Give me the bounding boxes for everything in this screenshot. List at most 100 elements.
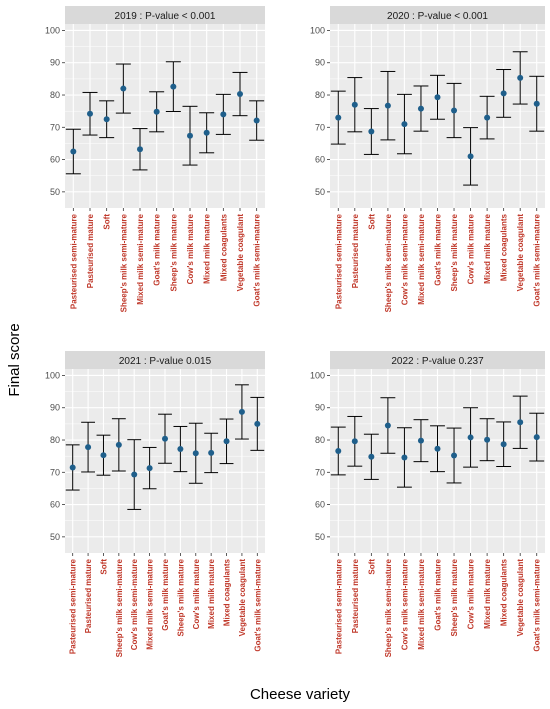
strip-title: 2020 : P-value < 0.001 [387, 11, 488, 22]
x-tick-label: Cow's milk mature [192, 558, 201, 629]
data-point [484, 436, 491, 443]
panel-2: 2020 : P-value < 0.001 50 60 70 80 90 100 Paste… [310, 6, 545, 312]
y-tick-label: 60 [50, 155, 60, 165]
x-tick-label: Goat's milk mature [434, 558, 443, 630]
data-point [115, 441, 122, 448]
x-tick-label: Mixed milk semi-mature [136, 213, 145, 304]
y-tick-label: 50 [315, 187, 325, 197]
strip-title: 2022 : P-value 0.237 [391, 356, 484, 367]
data-point [146, 465, 153, 472]
data-point [170, 83, 177, 90]
data-point [70, 148, 77, 155]
x-tick-label: Sheep's milk semi-mature [384, 558, 393, 657]
x-tick-label: Sheep's milk mature [176, 558, 185, 636]
panel-4: 2022 : P-value 0.237 50 60 70 80 90 100 Pasteur… [310, 351, 545, 657]
data-point [254, 420, 261, 427]
data-point [533, 434, 540, 441]
x-tick-label: Cow's milk semi-mature [400, 558, 409, 650]
x-tick-label: Mixed milk mature [483, 558, 492, 628]
x-tick-label: Cow's milk semi-mature [400, 213, 409, 305]
data-point [417, 105, 424, 112]
x-tick-label: Mixed coagulants [219, 213, 228, 281]
data-point [253, 117, 260, 124]
data-point [533, 100, 540, 107]
data-point [451, 452, 458, 459]
y-tick-label: 50 [50, 187, 60, 197]
strip-bg [65, 6, 265, 24]
y-tick-label: 50 [50, 532, 60, 542]
panel-1: 2019 : P-value < 0.001 50 60 70 80 90 100 Paste… [45, 6, 265, 312]
y-tick-label: 80 [50, 435, 60, 445]
x-tick-label: Goat's milk semi-mature [253, 213, 262, 306]
data-point [401, 121, 408, 128]
x-tick-label: Cow's milk semi-mature [130, 558, 139, 650]
data-point [120, 85, 127, 92]
data-point [187, 132, 193, 139]
data-point [467, 153, 474, 160]
data-point [517, 74, 524, 81]
y-tick-label: 60 [315, 500, 325, 510]
data-point [100, 452, 107, 459]
strip-bg [330, 6, 545, 24]
x-tick-label: Goat's milk mature [153, 213, 162, 285]
data-point [87, 110, 93, 117]
y-tick-label: 80 [315, 90, 325, 100]
data-point [368, 453, 375, 460]
y-tick-label: 100 [45, 25, 60, 35]
data-point [401, 454, 408, 461]
x-tick-label: Soft [367, 214, 376, 230]
y-tick-label: 70 [315, 467, 325, 477]
data-point [203, 129, 210, 136]
y-tick-label: 90 [50, 403, 60, 413]
data-point [517, 419, 524, 426]
x-tick-label: Pasteurised semi-mature [334, 558, 343, 654]
x-tick-label: Pasteurised semi-mature [334, 213, 343, 309]
x-tick-label: Mixed milk mature [483, 213, 492, 283]
y-tick-label: 80 [50, 90, 60, 100]
data-point [177, 446, 184, 453]
y-tick-label: 100 [310, 25, 325, 35]
x-tick-label: Vegetable coagulant [238, 559, 247, 637]
data-point [153, 108, 160, 115]
y-tick-label: 100 [45, 370, 60, 380]
panel-3: 2021 : P-value 0.015 50 60 70 80 90 100 Pasteur… [45, 351, 265, 657]
data-point [467, 434, 474, 441]
data-point [237, 91, 243, 98]
x-tick-label: Cow's milk mature [186, 213, 195, 284]
x-tick-label: Sheep's milk semi-mature [115, 558, 124, 657]
data-point [451, 107, 458, 114]
x-tick-label: Pasteurised mature [84, 558, 93, 633]
x-tick-label: Soft [103, 214, 112, 230]
x-tick-label: Mixed milk mature [203, 213, 212, 283]
strip-title: 2021 : P-value 0.015 [119, 356, 212, 367]
x-tick-label: Goat's milk mature [434, 213, 443, 285]
strip-bg [330, 351, 545, 369]
data-point [103, 116, 110, 123]
x-tick-label: Pasteurised mature [351, 558, 360, 633]
y-tick-label: 90 [315, 403, 325, 413]
data-point [384, 102, 391, 109]
data-point [434, 445, 441, 452]
x-axis-title: Cheese variety [250, 686, 351, 703]
y-tick-label: 70 [315, 122, 325, 132]
data-point [335, 447, 342, 454]
data-point [500, 441, 507, 448]
x-tick-label: Vegetable coagulant [236, 214, 245, 292]
data-point [192, 450, 199, 457]
x-tick-label: Goat's milk mature [161, 558, 170, 630]
data-point [351, 438, 358, 445]
y-tick-label: 70 [50, 122, 60, 132]
x-tick-label: Mixed milk semi-mature [417, 213, 426, 304]
x-tick-label: Goat's milk semi-mature [253, 558, 262, 651]
x-tick-label: Pasteurised semi-mature [69, 558, 78, 654]
strip-bg [65, 351, 265, 369]
x-tick-label: Cow's milk mature [467, 213, 476, 284]
data-point [351, 101, 358, 108]
x-tick-label: Mixed milk semi-mature [146, 558, 155, 649]
data-point [85, 444, 92, 451]
panel-bg [65, 24, 265, 208]
x-tick-label: Cow's milk mature [467, 558, 476, 629]
x-tick-label: Sheep's milk semi-mature [119, 213, 128, 312]
x-tick-label: Soft [99, 559, 108, 575]
x-tick-label: Goat's milk semi-mature [533, 558, 542, 651]
